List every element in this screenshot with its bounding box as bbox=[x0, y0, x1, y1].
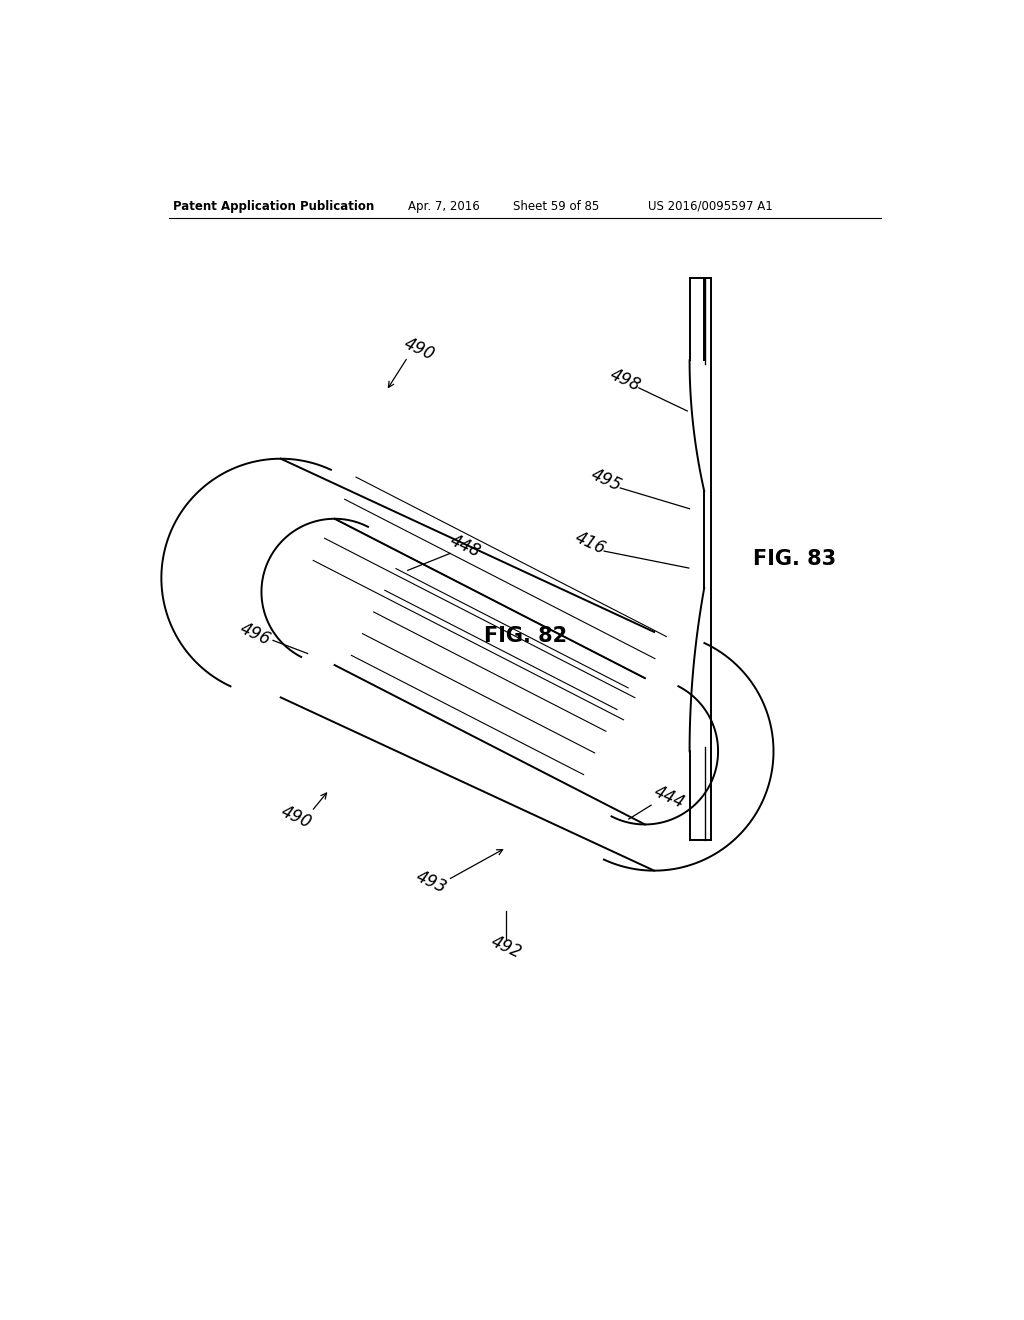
Text: 490: 490 bbox=[278, 801, 314, 832]
Text: 496: 496 bbox=[237, 619, 273, 649]
Text: 495: 495 bbox=[588, 466, 625, 495]
Text: FIG. 83: FIG. 83 bbox=[753, 549, 836, 569]
Text: FIG. 82: FIG. 82 bbox=[484, 626, 567, 645]
Text: Sheet 59 of 85: Sheet 59 of 85 bbox=[513, 199, 599, 213]
Text: US 2016/0095597 A1: US 2016/0095597 A1 bbox=[648, 199, 773, 213]
Text: 492: 492 bbox=[488, 933, 524, 962]
Text: 498: 498 bbox=[607, 366, 644, 395]
Text: 490: 490 bbox=[401, 334, 437, 364]
Text: 416: 416 bbox=[572, 528, 608, 558]
Text: Apr. 7, 2016: Apr. 7, 2016 bbox=[408, 199, 479, 213]
Text: 493: 493 bbox=[413, 867, 450, 898]
Text: 448: 448 bbox=[447, 531, 483, 561]
Text: Patent Application Publication: Patent Application Publication bbox=[173, 199, 374, 213]
Text: 444: 444 bbox=[651, 783, 688, 812]
